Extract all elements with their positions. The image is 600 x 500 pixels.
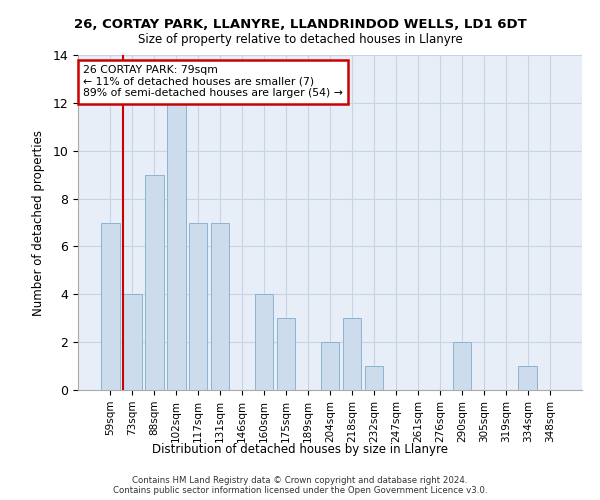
Bar [211, 222, 229, 390]
Bar [123, 294, 142, 390]
Bar [101, 222, 119, 390]
Text: Size of property relative to detached houses in Llanyre: Size of property relative to detached ho… [137, 32, 463, 46]
Y-axis label: Number of detached properties: Number of detached properties [32, 130, 46, 316]
Bar [343, 318, 361, 390]
Text: Distribution of detached houses by size in Llanyre: Distribution of detached houses by size … [152, 442, 448, 456]
Bar [277, 318, 295, 390]
Bar [365, 366, 383, 390]
Text: 26 CORTAY PARK: 79sqm
← 11% of detached houses are smaller (7)
89% of semi-detac: 26 CORTAY PARK: 79sqm ← 11% of detached … [83, 65, 343, 98]
Text: 26, CORTAY PARK, LLANYRE, LLANDRINDOD WELLS, LD1 6DT: 26, CORTAY PARK, LLANYRE, LLANDRINDOD WE… [74, 18, 526, 30]
Text: Contains HM Land Registry data © Crown copyright and database right 2024.
Contai: Contains HM Land Registry data © Crown c… [113, 476, 487, 495]
Bar [320, 342, 340, 390]
Bar [145, 174, 164, 390]
Bar [255, 294, 274, 390]
Bar [167, 103, 185, 390]
Bar [518, 366, 537, 390]
Bar [452, 342, 471, 390]
Bar [189, 222, 208, 390]
